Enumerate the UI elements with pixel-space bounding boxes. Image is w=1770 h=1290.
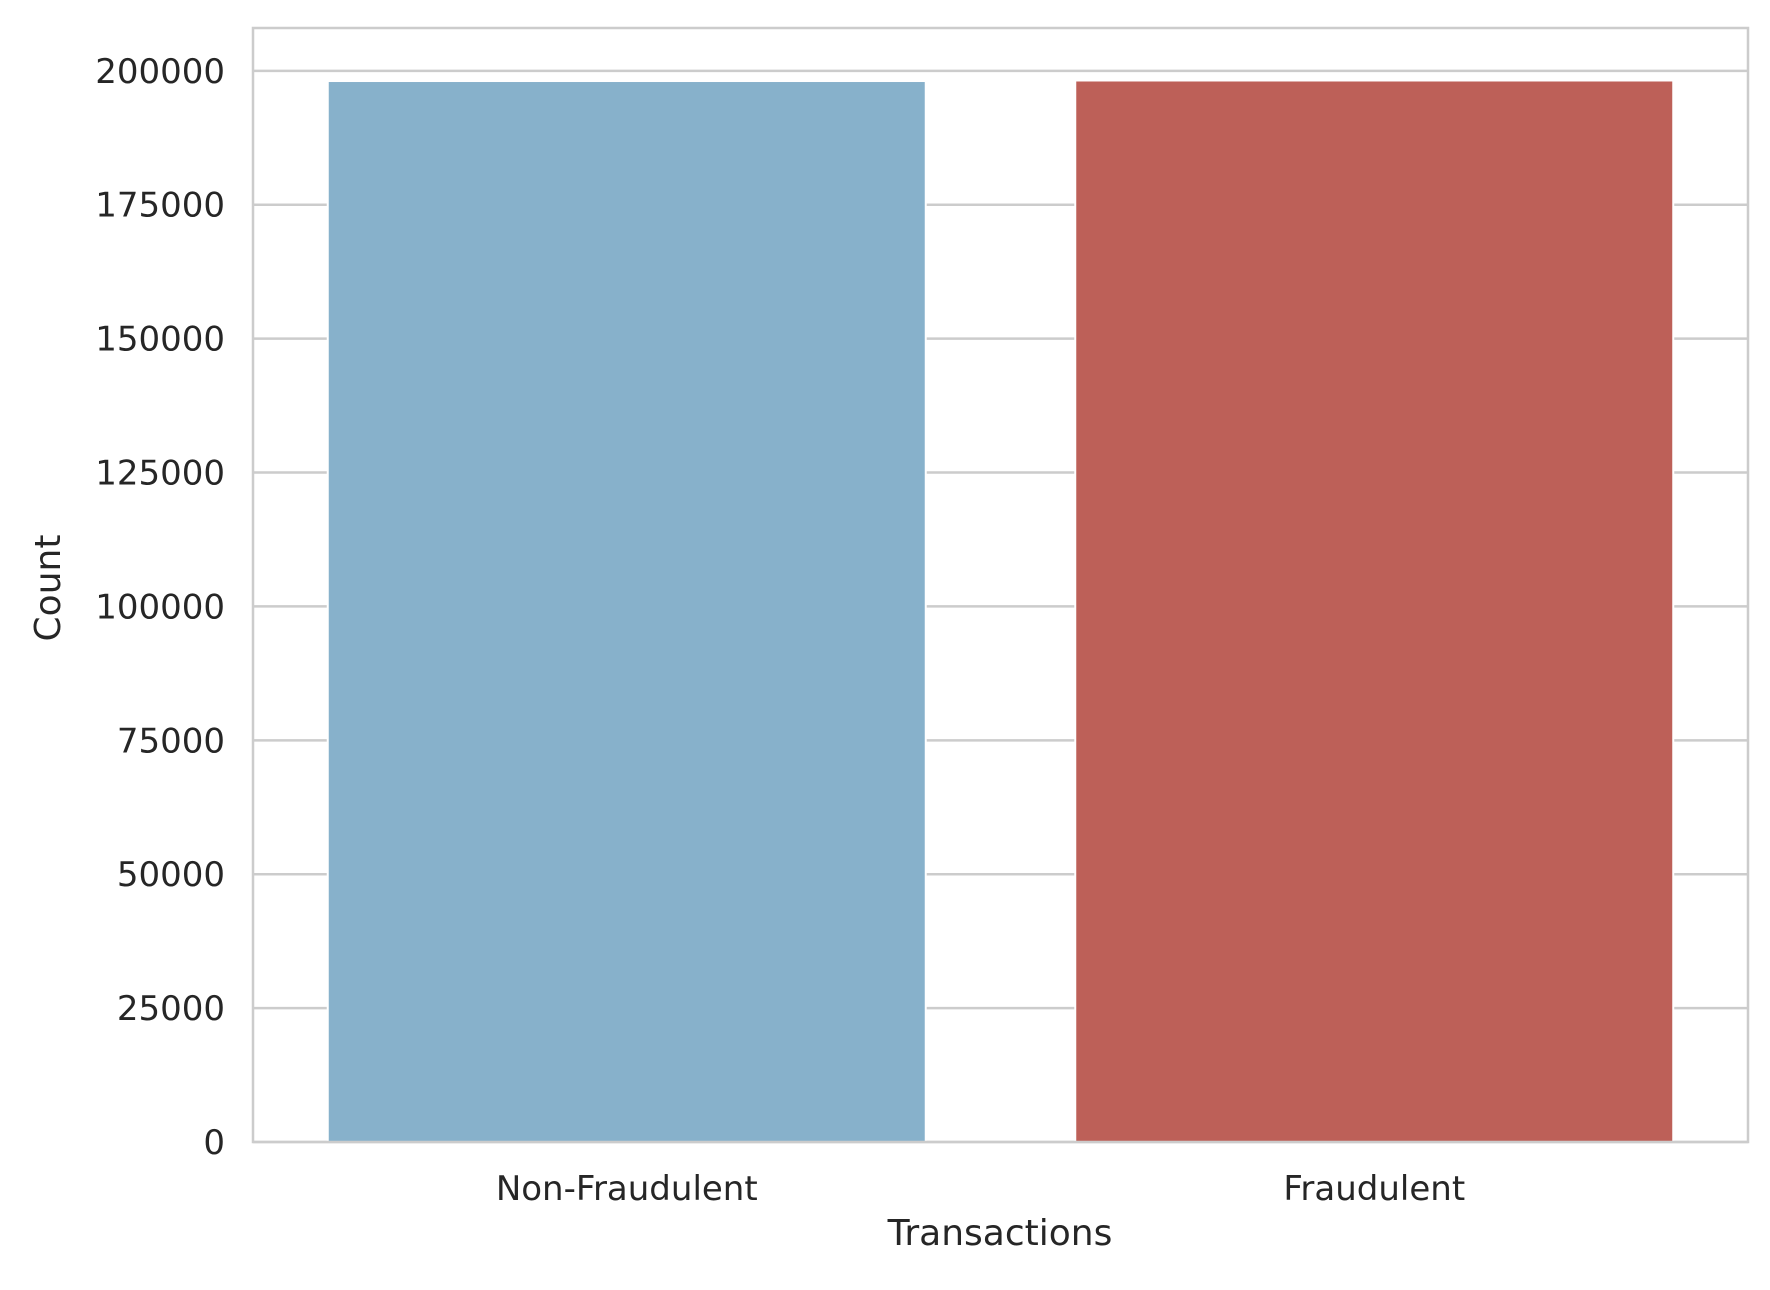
y-tick-label: 125000 [95,454,225,494]
bars [326,79,1675,1144]
y-tick-labels: 0 25000 50000 75000 100000 125000 150000 175000… [95,52,225,1163]
y-tick-label: 100000 [95,587,225,627]
y-tick-label: 200000 [95,52,225,92]
y-tick-label: 50000 [117,855,225,895]
y-tick-label: 25000 [117,989,225,1029]
bar-fraudulent [1074,79,1675,1143]
y-tick-label: 175000 [95,186,225,226]
x-tick-labels: Non-Fraudulent Fraudulent [496,1169,1465,1209]
y-tick-label: 0 [203,1123,225,1163]
y-axis-label: Count [28,535,69,642]
y-tick-label: 150000 [95,320,225,360]
bar-non-fraudulent [326,80,927,1144]
x-axis-label: Transactions [887,1213,1113,1254]
x-tick-label: Fraudulent [1283,1169,1465,1209]
plot-frame [251,26,1750,1144]
x-tick-label: Non-Fraudulent [496,1169,758,1209]
y-tick-label: 75000 [117,721,225,761]
